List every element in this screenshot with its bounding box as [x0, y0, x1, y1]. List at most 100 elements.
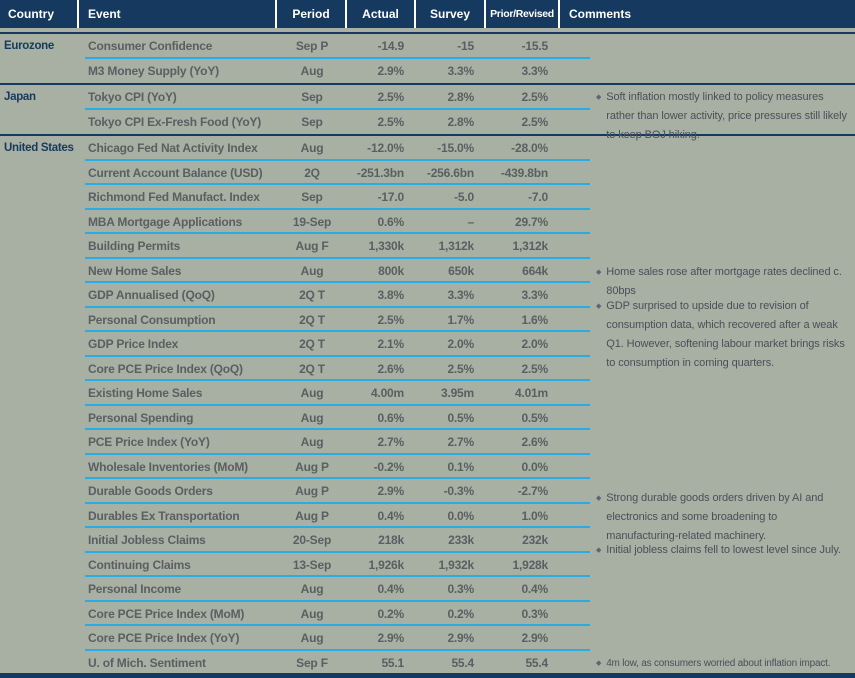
table-row: Core PCE Price Index (YoY) Aug 2.9% 2.9% 2.9…: [0, 626, 855, 651]
period-cell: 13-Sep: [292, 557, 332, 572]
prior-revised-cell: 664k: [522, 263, 548, 278]
actual-value-cell: 2.9%: [377, 63, 404, 78]
comments-column: ◆ Soft inflation mostly linked to policy …: [596, 34, 851, 670]
actual-value-cell: 2.9%: [377, 631, 404, 646]
table-row: Building Permits Aug F 1,330k 1,312k 1,312k: [0, 234, 855, 259]
prior-revised-cell: -2.7%: [517, 484, 549, 499]
prior-revised-cell: 2.5%: [521, 361, 548, 376]
period-cell: Aug: [300, 435, 324, 450]
event-cell: GDP Price Index: [88, 337, 179, 352]
period-cell: Aug: [300, 263, 324, 278]
survey-value-cell: 2.8%: [447, 114, 474, 129]
actual-value-cell: 2.6%: [377, 361, 404, 376]
prior-revised-cell: -28.0%: [511, 141, 548, 156]
table-row: Existing Home Sales Aug 4.00m 3.95m 4.01m: [0, 381, 855, 406]
prior-revised-cell: 3.3%: [521, 288, 548, 303]
period-cell: Aug P: [295, 484, 329, 499]
prior-revised-cell: -7.0: [528, 190, 548, 205]
event-cell: Core PCE Price Index (YoY): [88, 631, 240, 646]
actual-value-cell: 0.6%: [377, 410, 404, 425]
comment-text: 4m low, as consumers worried about infla…: [606, 658, 831, 669]
column-header-actual: Actual: [347, 0, 416, 28]
column-header-comments: Comments: [569, 7, 632, 21]
period-cell: Sep: [301, 114, 323, 129]
actual-value-cell: 218k: [378, 533, 404, 548]
actual-value-cell: 55.1: [381, 655, 404, 670]
comment-item: ◆ Soft inflation mostly linked to policy …: [596, 88, 851, 145]
prior-revised-cell: 1,312k: [512, 239, 548, 254]
comment-text: Soft inflation mostly linked to policy m…: [606, 91, 847, 141]
prior-revised-cell: 2.0%: [521, 337, 548, 352]
period-cell: 2Q T: [299, 312, 325, 327]
column-header-period: Period: [277, 0, 347, 28]
table-body: Eurozone Consumer Confidence Sep P -14.9 -15…: [0, 32, 855, 677]
actual-value-cell: 0.2%: [377, 606, 404, 621]
comment-item: ◆ GDP surprised to upside due to revision…: [596, 297, 851, 373]
period-cell: Aug F: [295, 239, 329, 254]
event-cell: Tokyo CPI (YoY): [88, 90, 177, 105]
comment-text: Initial jobless claims fell to lowest le…: [606, 544, 841, 556]
prior-revised-cell: 55.4: [525, 655, 548, 670]
period-cell: 2Q T: [299, 288, 325, 303]
table-header-row: Country Event Period Actual Survey Prior…: [0, 0, 855, 28]
actual-value-cell: -251.3bn: [356, 165, 404, 180]
comment-item: ◆ Strong durable goods orders driven by A…: [596, 489, 851, 546]
prior-revised-cell: 0.4%: [521, 582, 548, 597]
actual-value-cell: 2.5%: [377, 90, 404, 105]
survey-value-cell: 2.8%: [447, 90, 474, 105]
survey-value-cell: 0.3%: [447, 582, 474, 597]
country-label: Eurozone: [4, 40, 54, 53]
survey-value-cell: –: [467, 214, 475, 229]
actual-value-cell: 0.4%: [377, 582, 404, 597]
event-cell: U. of Mich. Sentiment: [88, 655, 206, 670]
actual-value-cell: -12.0%: [367, 141, 404, 156]
period-cell: Aug: [300, 410, 324, 425]
prior-revised-cell: -439.8bn: [500, 165, 548, 180]
actual-value-cell: -17.0: [377, 190, 405, 205]
actual-value-cell: 2.9%: [377, 484, 404, 499]
table-row: GDP Annualised (QoQ) 2Q T 3.8% 3.3% 3.3%: [0, 283, 855, 308]
table-row: Durables Ex Transportation Aug P 0.4% 0.0% 1…: [0, 504, 855, 529]
table-row: Core PCE Price Index (QoQ) 2Q T 2.6% 2.5% 2.…: [0, 357, 855, 382]
period-cell: Aug: [300, 63, 324, 78]
table-row: Tokyo CPI Ex-Fresh Food (YoY) Sep 2.5% 2.8%…: [0, 110, 855, 135]
prior-revised-cell: 2.5%: [521, 90, 548, 105]
table-row: Personal Consumption 2Q T 2.5% 1.7% 1.6%: [0, 308, 855, 333]
country-label: United States: [4, 142, 74, 155]
event-cell: Existing Home Sales: [88, 386, 203, 401]
prior-revised-cell: 1,928k: [512, 557, 548, 572]
column-header-country: Country: [0, 0, 79, 28]
event-cell: PCE Price Index (YoY): [88, 435, 210, 450]
table-row: Eurozone Consumer Confidence Sep P -14.9 -15…: [0, 34, 855, 59]
event-cell: Personal Income: [88, 582, 182, 597]
prior-revised-cell: 2.6%: [521, 435, 548, 450]
period-cell: Aug P: [295, 459, 329, 474]
event-cell: Current Account Balance (USD): [88, 165, 263, 180]
table-row: United States Chicago Fed Nat Activity In…: [0, 136, 855, 161]
survey-value-cell: 650k: [448, 263, 474, 278]
comment-item: ◆ 4m low, as consumers worried about infl…: [596, 654, 851, 673]
survey-value-cell: -15.0%: [437, 141, 474, 156]
actual-value-cell: 2.5%: [377, 114, 404, 129]
diamond-bullet-icon: ◆: [596, 303, 602, 310]
table-row: Japan Tokyo CPI (YoY) Sep 2.5% 2.8% 2.5%: [0, 85, 855, 110]
survey-value-cell: 2.5%: [447, 361, 474, 376]
period-cell: Sep: [301, 190, 323, 205]
survey-value-cell: 233k: [448, 533, 474, 548]
column-header-event: Event: [79, 0, 277, 28]
diamond-bullet-icon: ◆: [596, 269, 602, 276]
table-row: M3 Money Supply (YoY) Aug 2.9% 3.3% 3.3%: [0, 59, 855, 84]
actual-value-cell: 800k: [378, 263, 404, 278]
diamond-bullet-icon: ◆: [596, 94, 602, 101]
prior-revised-cell: 232k: [522, 533, 548, 548]
prior-revised-cell: 1.6%: [521, 312, 548, 327]
prior-revised-cell: 0.0%: [521, 459, 548, 474]
prior-revised-cell: 1.0%: [521, 508, 548, 523]
event-cell: Richmond Fed Manufact. Index: [88, 190, 260, 205]
actual-value-cell: 1,330k: [368, 239, 404, 254]
table-row: Current Account Balance (USD) 2Q -251.3bn -…: [0, 161, 855, 186]
country-section: Eurozone Consumer Confidence Sep P -14.9 -15…: [0, 34, 855, 85]
table-row: Personal Income Aug 0.4% 0.3% 0.4%: [0, 577, 855, 602]
event-cell: Tokyo CPI Ex-Fresh Food (YoY): [88, 114, 262, 129]
